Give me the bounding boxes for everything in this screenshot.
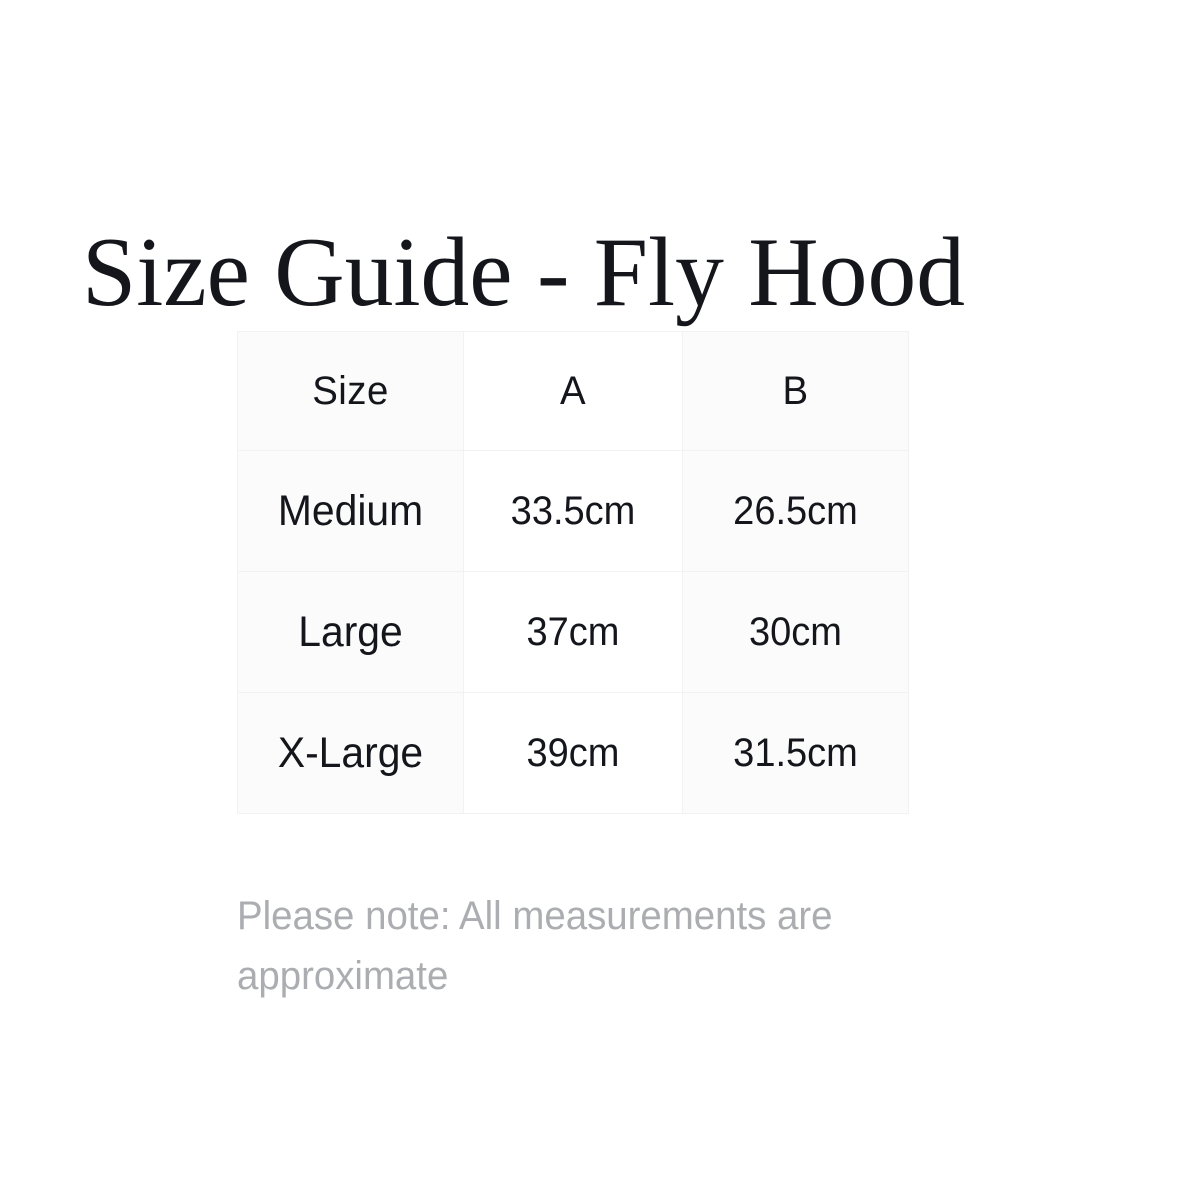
table-row: X-Large 39cm 31.5cm <box>237 692 909 814</box>
column-header-size: Size <box>237 331 464 451</box>
size-label: Large <box>298 607 403 656</box>
cell-size: X-Large <box>237 692 464 814</box>
column-header-a-label: A <box>559 369 587 413</box>
cell-measurement-a: 33.5cm <box>463 450 683 572</box>
cell-measurement-b: 26.5cm <box>682 450 909 572</box>
measurement-b-value: 31.5cm <box>733 731 858 775</box>
table-header-row: Size A B <box>237 331 909 451</box>
measurement-b-value: 26.5cm <box>733 489 858 533</box>
cell-measurement-a: 37cm <box>463 571 683 693</box>
cell-size: Large <box>237 571 464 693</box>
cell-measurement-b: 30cm <box>682 571 909 693</box>
cell-size: Medium <box>237 450 464 572</box>
size-guide-table: Size A B Medium 33.5cm 26.5cm <box>237 331 909 814</box>
table-header: Size A B <box>237 331 909 451</box>
size-label: Medium <box>277 486 424 535</box>
table-body: Medium 33.5cm 26.5cm Large 37cm 30cm <box>237 450 909 814</box>
measurement-a-value: 33.5cm <box>510 489 636 533</box>
cell-measurement-b: 31.5cm <box>682 692 909 814</box>
page-title: Size Guide - Fly Hood <box>82 218 965 328</box>
column-header-size-label: Size <box>312 369 389 413</box>
column-header-b: B <box>682 331 909 451</box>
measurement-disclaimer-note: Please note: All measurements are approx… <box>237 894 833 998</box>
measurement-a-value: 39cm <box>526 731 620 775</box>
measurement-a-value: 37cm <box>526 610 620 654</box>
column-header-a: A <box>463 331 683 451</box>
table-row: Medium 33.5cm 26.5cm <box>237 450 909 572</box>
table-row: Large 37cm 30cm <box>237 571 909 693</box>
column-header-b-label: B <box>782 369 809 413</box>
cell-measurement-a: 39cm <box>463 692 683 814</box>
measurement-b-value: 30cm <box>749 610 842 654</box>
size-label: X-Large <box>277 728 424 777</box>
